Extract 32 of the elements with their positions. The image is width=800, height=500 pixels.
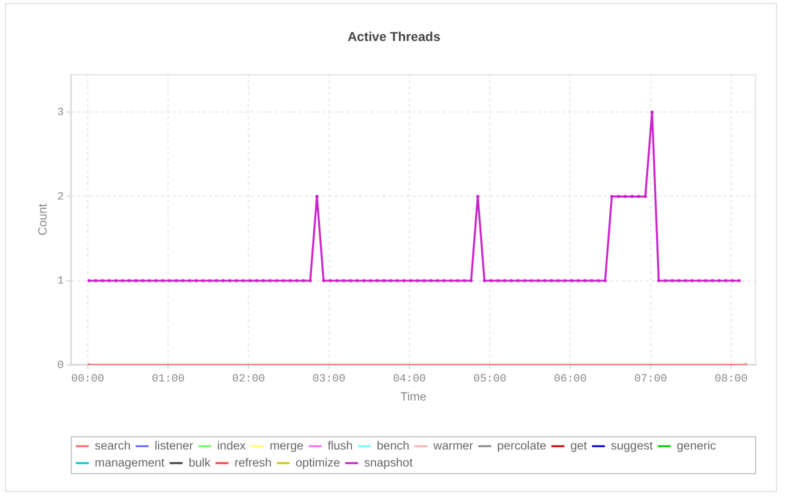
x-tick-label: 08:00 (714, 373, 748, 386)
x-tick-label: 03:00 (312, 373, 346, 386)
legend-label: flush (328, 438, 353, 452)
legend-label: bulk (188, 455, 211, 470)
y-tick-label: 0 (57, 360, 64, 372)
legend-label: index (217, 438, 246, 452)
legend-label: percolate (497, 438, 547, 452)
x-tick-label: 02:00 (232, 373, 266, 386)
x-tick-label: 04:00 (392, 373, 426, 386)
legend-label: listener (154, 438, 194, 452)
x-tick-label: 05:00 (473, 373, 506, 386)
y-tick-label: 2 (57, 191, 64, 204)
legend-label: management (94, 455, 166, 470)
legend-label: search (94, 438, 131, 452)
x-tick-label: 01:00 (152, 373, 185, 386)
legend-label: generic (676, 438, 716, 452)
x-tick-label: 07:00 (634, 373, 668, 386)
legend-label: get (570, 438, 588, 452)
legend-label: merge (270, 438, 304, 452)
y-tick-label: 1 (57, 276, 64, 288)
chart-title: Active Threads (348, 29, 440, 44)
legend-label: warmer (432, 438, 474, 452)
x-axis-title: Time (400, 389, 427, 404)
legend-label: bench (376, 438, 410, 452)
legend-label: refresh (234, 455, 272, 470)
legend-label: suggest (610, 438, 654, 452)
x-tick-label: 00:00 (71, 373, 104, 386)
y-tick-label: 3 (57, 107, 64, 120)
y-axis-title: Count (35, 203, 50, 236)
legend-label: optimize (296, 455, 340, 470)
legend-label: snapshot (364, 455, 414, 470)
x-tick-label: 06:00 (554, 373, 587, 386)
